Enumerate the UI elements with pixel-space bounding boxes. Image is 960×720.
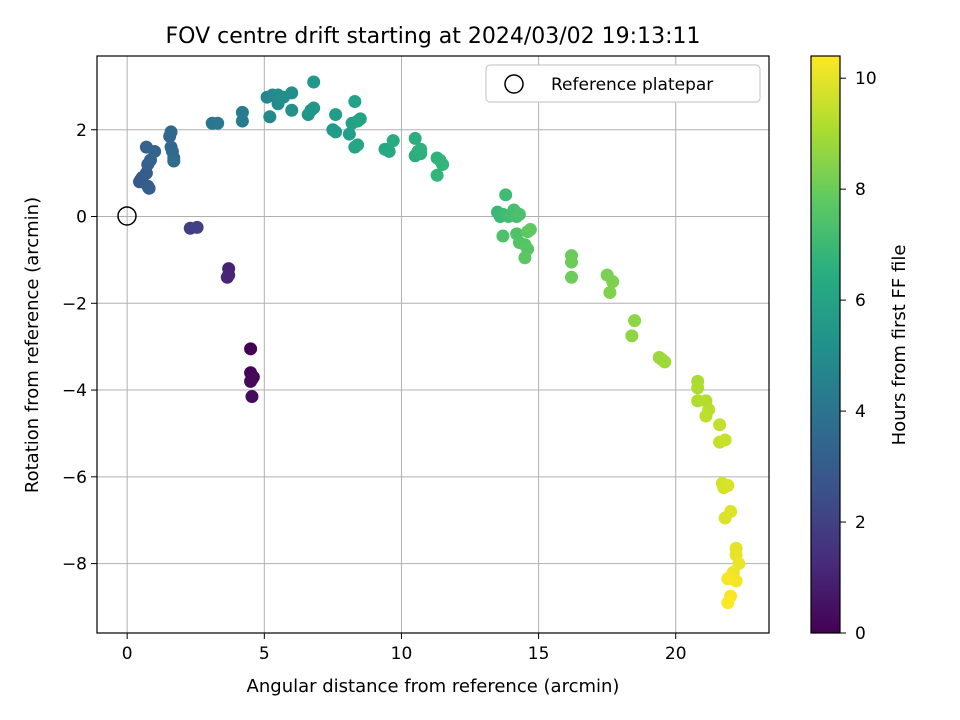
- data-point: [718, 433, 732, 447]
- data-point: [430, 168, 444, 182]
- data-point: [408, 131, 422, 145]
- x-tick-label: 15: [528, 644, 550, 664]
- data-point: [386, 134, 400, 148]
- data-points: [133, 75, 746, 610]
- data-point: [353, 112, 367, 126]
- data-point: [721, 596, 735, 610]
- colorbar-tick-label: 4: [855, 402, 866, 422]
- colorbar-tick-label: 0: [855, 624, 866, 644]
- plot-area: [96, 55, 770, 634]
- reference-marker: [117, 206, 137, 226]
- x-tick-label: 5: [259, 644, 270, 664]
- legend-box: [485, 64, 761, 103]
- chart-title: FOV centre drift starting at 2024/03/02 …: [166, 24, 701, 49]
- colorbar-tick-label: 2: [855, 513, 866, 533]
- data-point: [329, 125, 343, 139]
- y-tick-label: −8: [62, 555, 87, 575]
- data-point: [148, 144, 162, 158]
- data-point: [496, 229, 510, 243]
- colorbar-ticks: 0 2 4 6 8 10: [840, 69, 877, 644]
- data-point: [625, 329, 639, 343]
- colorbar-gradient: [810, 55, 841, 634]
- plot-frame: [96, 55, 770, 634]
- data-point: [244, 342, 258, 356]
- data-point: [382, 144, 396, 158]
- legend-label: Reference platepar: [551, 75, 713, 95]
- data-point: [285, 86, 299, 100]
- y-tick-label: 0: [76, 208, 87, 228]
- data-point: [436, 157, 450, 171]
- data-point: [285, 103, 299, 117]
- x-tick-label: 0: [122, 644, 133, 664]
- data-point: [235, 105, 249, 119]
- colorbar-label: Hours from first FF file: [889, 245, 910, 446]
- data-point: [414, 142, 428, 156]
- data-point: [245, 390, 259, 404]
- data-point: [691, 381, 705, 395]
- data-point: [167, 154, 181, 168]
- data-point: [523, 223, 537, 237]
- y-tick-label: −2: [62, 294, 87, 314]
- data-point: [307, 101, 321, 115]
- data-point: [244, 374, 258, 388]
- data-point: [721, 478, 735, 492]
- data-point: [164, 125, 178, 139]
- x-axis-label: Angular distance from reference (arcmin): [247, 676, 620, 697]
- data-point: [307, 75, 321, 89]
- colorbar-tick-label: 10: [855, 69, 877, 89]
- colorbar-tick-label: 6: [855, 291, 866, 311]
- y-tick-label: 2: [76, 121, 87, 141]
- y-tick-label: −4: [62, 381, 87, 401]
- data-point: [658, 355, 672, 369]
- data-point: [211, 116, 225, 130]
- y-tick-label: −6: [62, 468, 87, 488]
- legend: Reference platepar: [485, 64, 761, 103]
- data-point: [713, 418, 727, 432]
- data-point: [518, 251, 532, 265]
- data-point: [329, 108, 343, 122]
- data-point: [190, 220, 204, 234]
- x-tick-label: 10: [391, 644, 413, 664]
- colorbar: 0 2 4 6 8 10 Hours from first FF file: [810, 55, 910, 644]
- data-point: [606, 275, 620, 289]
- data-point: [628, 314, 642, 328]
- data-point: [565, 270, 579, 284]
- legend-marker: [504, 74, 524, 94]
- colorbar-tick-label: 8: [855, 180, 866, 200]
- data-point: [342, 127, 356, 141]
- y-axis-label: Rotation from reference (arcmin): [22, 197, 43, 493]
- data-point: [263, 110, 277, 124]
- data-point: [499, 188, 513, 202]
- data-point: [142, 181, 156, 195]
- data-point: [348, 95, 362, 109]
- data-point: [220, 270, 234, 284]
- y-axis: 2 0 −2 −4 −6 −8: [62, 121, 97, 575]
- data-point: [721, 572, 735, 586]
- grid-lines: [97, 56, 769, 633]
- data-point: [603, 285, 617, 299]
- data-point: [724, 505, 738, 519]
- x-tick-label: 20: [665, 644, 687, 664]
- data-point: [512, 207, 526, 221]
- x-axis: 0 5 10 15 20: [122, 633, 687, 664]
- data-point: [699, 409, 713, 423]
- data-point: [351, 138, 365, 152]
- data-point: [565, 255, 579, 269]
